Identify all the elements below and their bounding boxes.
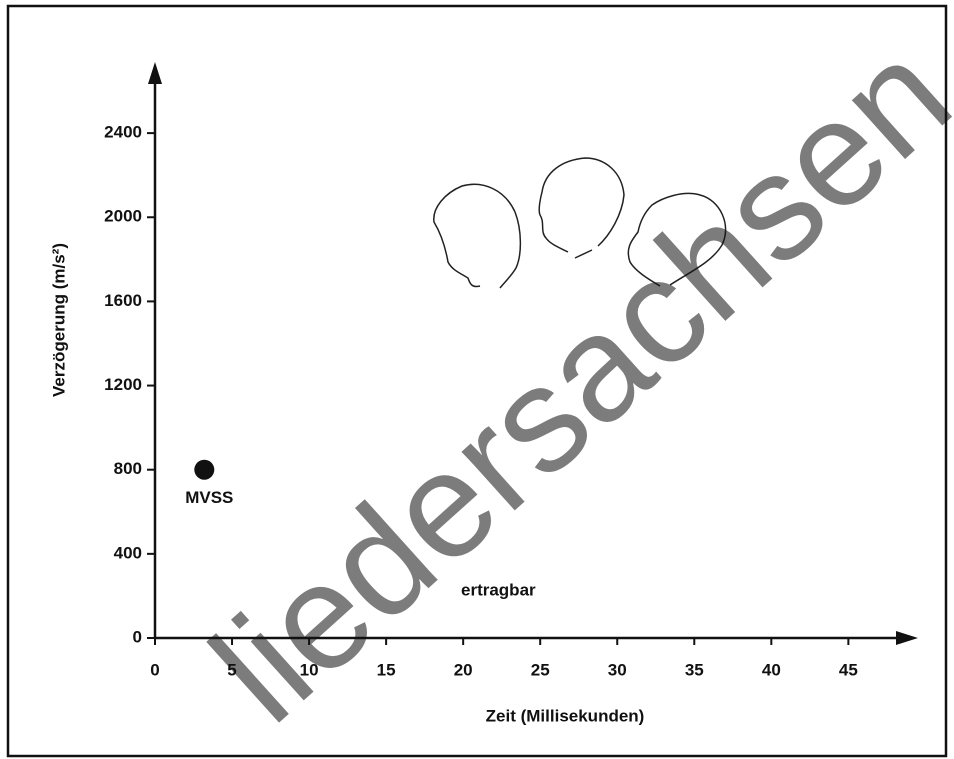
y-tick-label: 2000 xyxy=(104,207,142,226)
y-tick-label: 800 xyxy=(114,459,142,478)
point-label: MVSS xyxy=(185,488,233,507)
x-tick-label: 15 xyxy=(377,660,396,679)
x-tick-label: 45 xyxy=(839,660,858,679)
x-tick-label: 35 xyxy=(685,660,704,679)
y-tick-label: 1600 xyxy=(104,291,142,310)
x-axis-title: Zeit (Millisekunden) xyxy=(486,706,645,725)
x-tick-label: 30 xyxy=(608,660,627,679)
x-tick-label: 20 xyxy=(454,660,473,679)
x-tick-label: 0 xyxy=(150,660,159,679)
x-tick-label: 10 xyxy=(300,660,319,679)
annotation: ertragbar xyxy=(461,580,536,599)
x-tick-label: 40 xyxy=(762,660,781,679)
y-tick-label: 2400 xyxy=(104,123,142,142)
y-axis-title: Verzögerung (m/s²) xyxy=(49,243,68,397)
page: {"chart_data": {"type": "scatter", "xlab… xyxy=(0,0,954,759)
y-tick-label: 400 xyxy=(114,543,142,562)
y-tick-label: 0 xyxy=(133,627,142,646)
x-tick-label: 5 xyxy=(227,660,236,679)
x-tick-label: 25 xyxy=(531,660,550,679)
chart: Zeit (Millisekunden) Verzögerung (m/s²) … xyxy=(0,0,954,759)
data-point xyxy=(194,460,214,480)
y-tick-label: 1200 xyxy=(104,375,142,394)
